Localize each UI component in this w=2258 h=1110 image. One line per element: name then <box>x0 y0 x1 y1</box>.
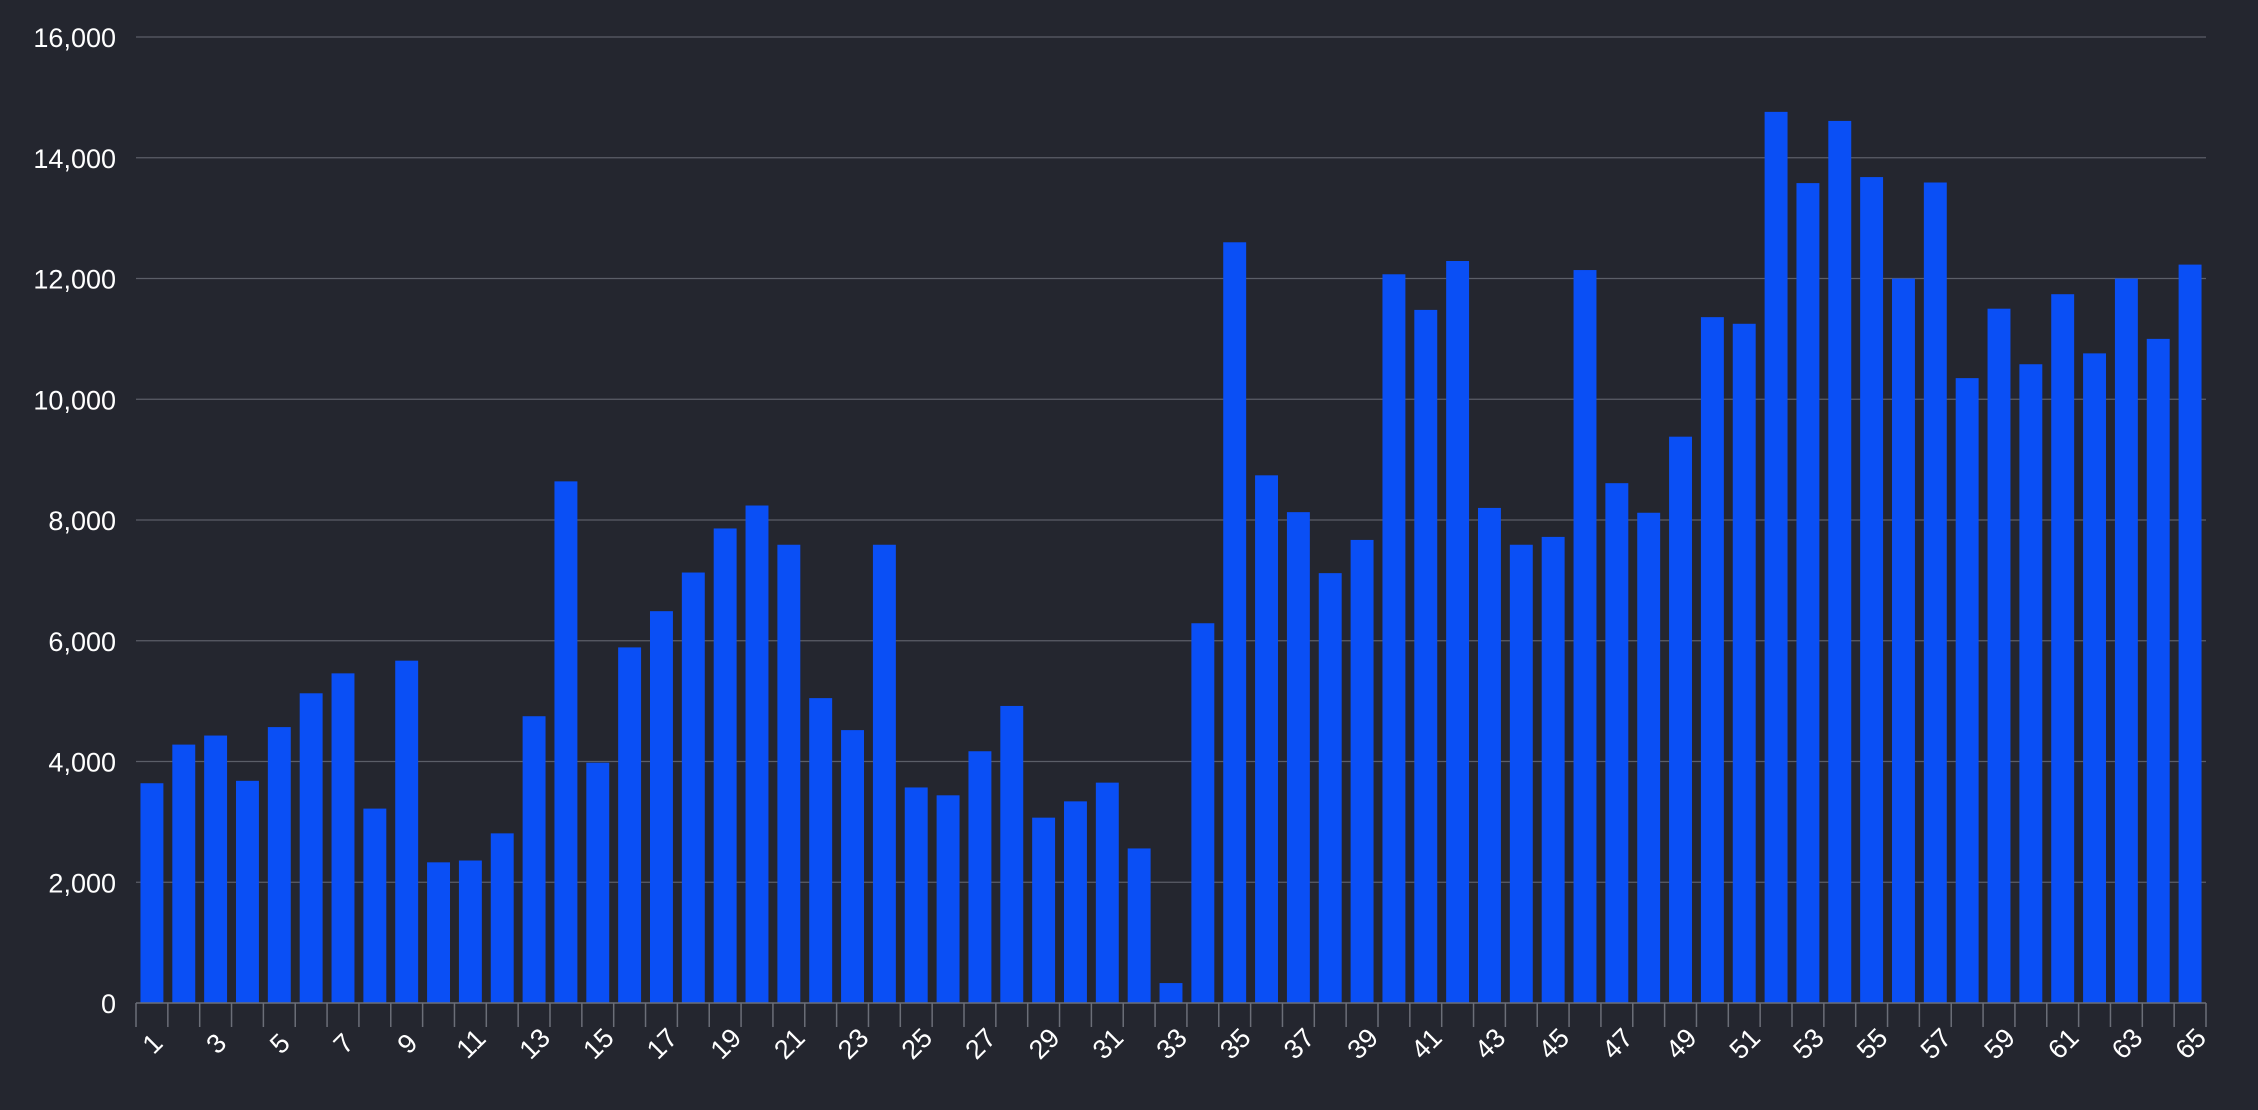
bar <box>2051 294 2075 1003</box>
bar <box>1637 512 1661 1003</box>
bar <box>1032 817 1056 1003</box>
bar <box>1700 317 1724 1003</box>
bar <box>1541 536 1565 1003</box>
y-tick-label: 16,000 <box>33 23 116 53</box>
y-tick-label: 4,000 <box>48 748 116 778</box>
bar <box>1891 278 1915 1003</box>
bar <box>872 544 896 1003</box>
bar <box>1000 705 1024 1003</box>
bar <box>235 780 259 1003</box>
bar <box>1223 242 1247 1003</box>
bar <box>809 698 833 1003</box>
bar <box>1669 436 1693 1003</box>
bar <box>904 787 928 1003</box>
bar <box>1255 475 1279 1003</box>
bar <box>618 647 642 1003</box>
bar <box>777 544 801 1003</box>
bar <box>1828 120 1852 1003</box>
bar <box>172 744 196 1003</box>
bar <box>2146 338 2170 1003</box>
bar <box>1382 274 1406 1003</box>
bar <box>2114 278 2138 1003</box>
bar <box>1477 507 1501 1003</box>
bar <box>649 611 673 1003</box>
bar <box>299 693 323 1003</box>
bar <box>1764 111 1788 1004</box>
bar <box>1159 983 1183 1003</box>
bar <box>458 860 482 1003</box>
y-tick-label: 8,000 <box>48 506 116 536</box>
bar <box>1414 309 1438 1003</box>
bar <box>745 505 769 1003</box>
bar <box>2019 364 2043 1003</box>
bar <box>2178 264 2202 1003</box>
bar <box>1446 260 1470 1004</box>
y-tick-label: 2,000 <box>48 868 116 898</box>
y-tick-label: 6,000 <box>48 627 116 657</box>
bar <box>1095 782 1119 1003</box>
bar <box>936 795 960 1003</box>
bar <box>204 735 228 1003</box>
bar <box>1573 270 1597 1003</box>
bar <box>1286 512 1310 1003</box>
bar <box>2083 353 2107 1003</box>
bar <box>140 783 164 1003</box>
bar <box>522 716 546 1003</box>
bar <box>1063 801 1087 1003</box>
bar <box>841 730 865 1003</box>
bar <box>554 481 578 1003</box>
bar <box>1796 183 1820 1004</box>
bar <box>1509 544 1533 1003</box>
bar <box>586 762 610 1003</box>
y-axis-tick-labels: 0 2,000 4,000 6,000 8,000 10,000 12,000 14,000 1… <box>33 23 116 1019</box>
bar <box>427 862 451 1003</box>
bar <box>1318 573 1342 1003</box>
y-tick-label: 10,000 <box>33 385 116 415</box>
bar <box>1860 177 1884 1003</box>
y-tick-label: 14,000 <box>33 144 116 174</box>
bar <box>1191 623 1215 1003</box>
bar <box>363 808 387 1003</box>
y-tick-label: 12,000 <box>33 265 116 295</box>
bar <box>1987 308 2011 1003</box>
bar <box>1955 378 1979 1003</box>
bar <box>1732 323 1756 1003</box>
bar <box>681 572 705 1003</box>
bar <box>1923 182 1947 1003</box>
bar <box>713 528 737 1003</box>
bar <box>968 751 992 1003</box>
bar <box>331 673 355 1003</box>
bar <box>267 727 291 1003</box>
y-tick-label: 0 <box>101 989 116 1019</box>
bar <box>395 660 419 1003</box>
bar <box>1127 848 1151 1003</box>
bar <box>1605 483 1629 1003</box>
bars <box>140 111 2202 1004</box>
x-axis <box>135 1002 2207 1027</box>
bar <box>490 833 514 1003</box>
bar <box>1350 539 1374 1003</box>
